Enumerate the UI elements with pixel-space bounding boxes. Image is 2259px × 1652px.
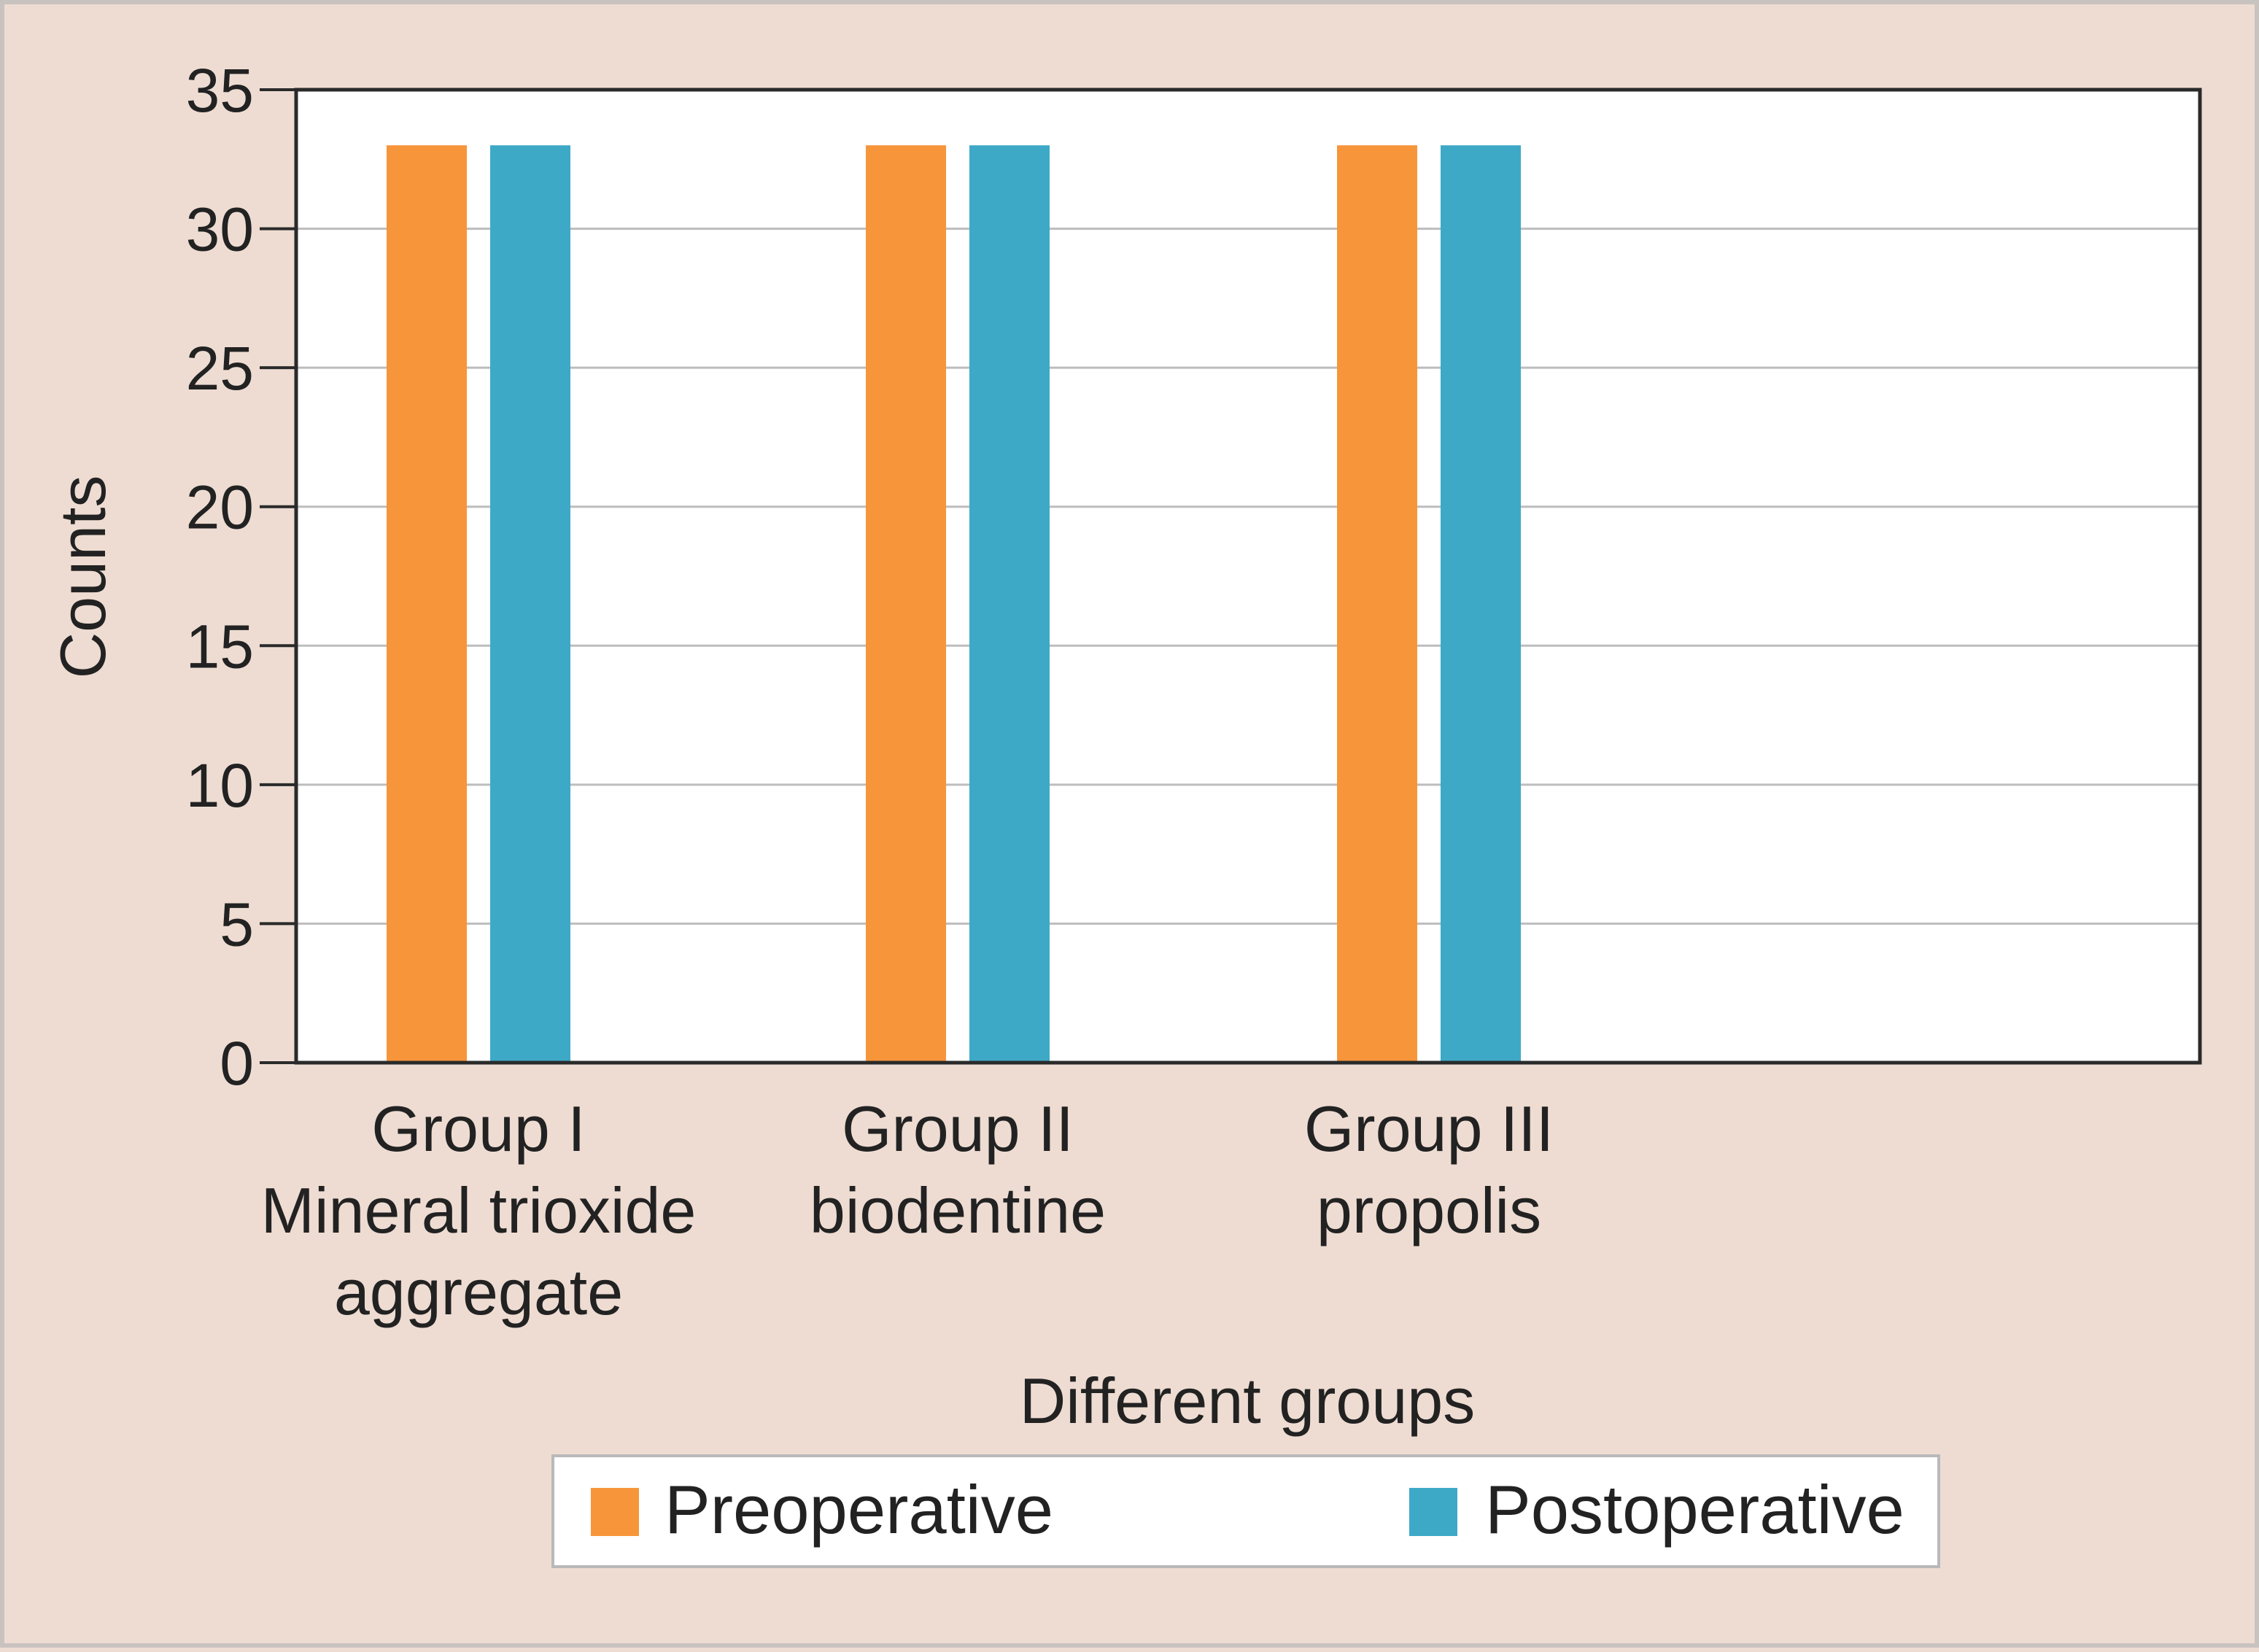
y-tick-label-15: 15 (186, 612, 254, 680)
legend-label-preoperative: Preoperative (664, 1471, 1053, 1548)
bar-chart: 0 5 10 15 20 25 30 35 Group I Mineral trioxide ag… (47, 56, 2202, 1568)
y-axis: 0 5 10 15 20 25 30 35 (186, 56, 296, 1098)
legend-swatch-preoperative (591, 1488, 639, 1536)
x-category-label-3: Group III propolis (1304, 1093, 1554, 1246)
y-tick-label-0: 0 (220, 1029, 254, 1098)
y-axis-title: Counts (47, 476, 119, 679)
x-axis-title: Different groups (1020, 1365, 1476, 1437)
bar-preoperative-group-2 (866, 145, 946, 1063)
x-category-label-1-line-1: Group I (371, 1093, 585, 1165)
x-category-label-3-line-2: propolis (1317, 1174, 1541, 1246)
y-tick-label-35: 35 (186, 56, 254, 125)
x-category-label-2: Group II biodentine (810, 1093, 1106, 1246)
bar-postoperative-group-3 (1441, 145, 1521, 1063)
x-category-label-1-line-3: aggregate (334, 1256, 623, 1328)
bar-preoperative-group-1 (387, 145, 467, 1063)
plot-area (296, 90, 2200, 1063)
legend-box (551, 1454, 1940, 1568)
x-category-label-2-line-1: Group II (842, 1093, 1074, 1165)
x-category-label-1-line-2: Mineral trioxide (261, 1174, 697, 1246)
legend: Preoperative Postoperative (551, 1454, 1940, 1568)
bar-preoperative-group-3 (1337, 145, 1417, 1063)
bars (387, 145, 1521, 1063)
plot-frame (294, 88, 2202, 1065)
y-tick-label-5: 5 (220, 890, 254, 958)
bar-postoperative-group-2 (969, 145, 1050, 1063)
y-tick-label-10: 10 (186, 751, 254, 820)
gridlines (296, 228, 2200, 925)
y-tick-label-20: 20 (186, 473, 254, 542)
x-category-label-3-line-1: Group III (1304, 1093, 1554, 1165)
legend-swatch-postoperative (1409, 1488, 1457, 1536)
x-axis: Group I Mineral trioxide aggregate Group II… (261, 1093, 1554, 1328)
bar-postoperative-group-1 (490, 145, 570, 1063)
y-tick-label-30: 30 (186, 195, 254, 264)
x-category-label-1: Group I Mineral trioxide aggregate (261, 1093, 697, 1328)
y-tick-label-25: 25 (186, 334, 254, 403)
x-category-label-2-line-2: biodentine (810, 1174, 1106, 1246)
legend-label-postoperative: Postoperative (1485, 1471, 1905, 1548)
